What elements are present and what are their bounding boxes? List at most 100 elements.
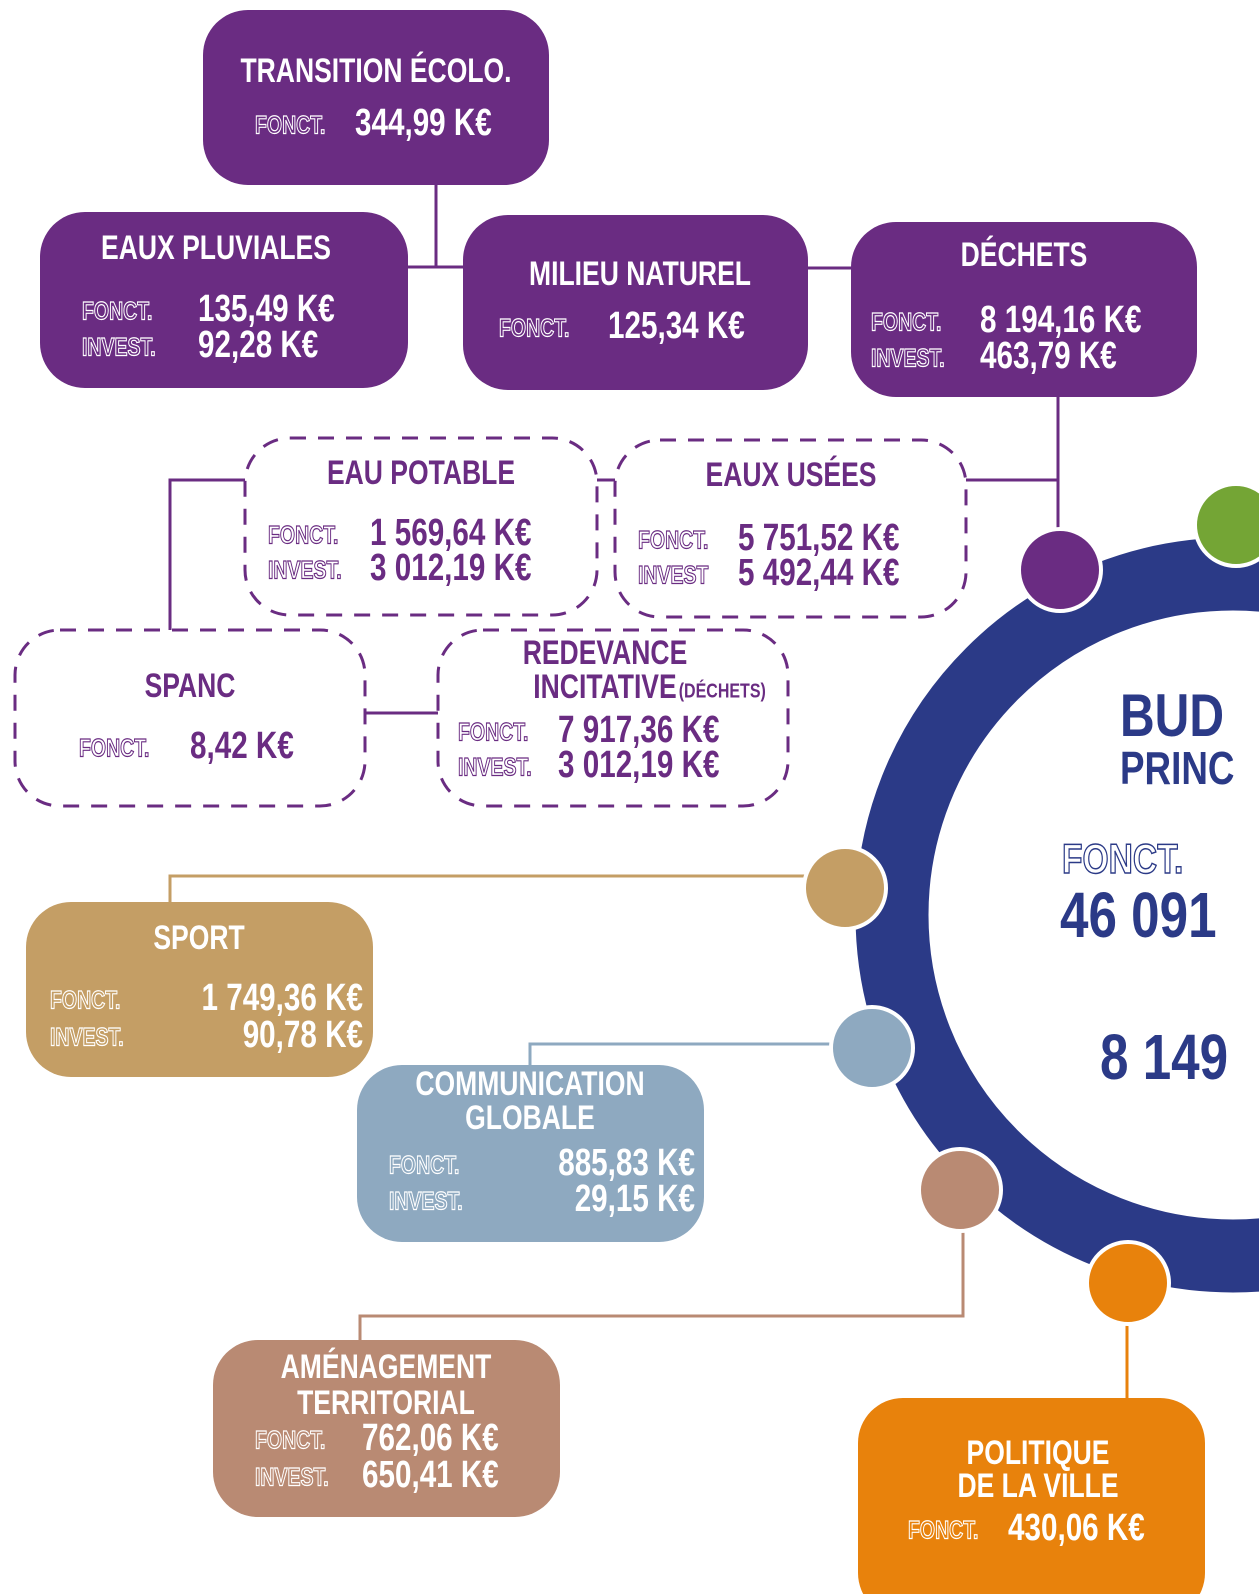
row-label: INVEST.: [871, 345, 945, 373]
row-label: INVEST.: [268, 557, 342, 585]
row-value: 430,06 K€: [1008, 1507, 1145, 1549]
node-title: SPORT: [153, 919, 245, 957]
connector: [408, 185, 851, 270]
center-text: BUD PRINC FONCT. 46 091 8 149: [1060, 682, 1235, 1093]
node-box: [357, 1065, 704, 1242]
dot: [802, 845, 888, 931]
row-value: 344,99 K€: [355, 102, 492, 144]
row-value: 3 012,19 K€: [370, 547, 532, 589]
connector: [528, 1042, 833, 1065]
row-value: 3 012,19 K€: [558, 744, 720, 786]
node: SPORT FONCT. 1 749,36 K€ INVEST. 90,78 K€: [26, 902, 373, 1077]
node-title: AMÉNAGEMENT: [281, 1348, 492, 1386]
main-ring: [855, 537, 1259, 1293]
node-title: EAUX USÉES: [706, 456, 877, 494]
row-value: 8,42 K€: [190, 725, 294, 767]
node-title: COMMUNICATION: [415, 1065, 644, 1103]
node-box: [213, 1340, 560, 1517]
center-value: 8 149: [1100, 1021, 1228, 1093]
row-label: INVEST.: [458, 754, 532, 782]
row-label: FONCT.: [82, 298, 152, 326]
node-title: EAUX PLUVIALES: [101, 229, 331, 267]
connectors: [168, 185, 1129, 1398]
dot: [917, 1147, 1003, 1233]
ring-dots: [802, 482, 1259, 1326]
row-label: FONCT.: [499, 315, 569, 343]
node-title: GLOBALE: [465, 1099, 595, 1137]
node-box: [613, 438, 968, 619]
row-value: 135,49 K€: [198, 288, 335, 330]
row-value: 92,28 K€: [198, 324, 318, 366]
node-title: EAU POTABLE: [327, 454, 515, 492]
node-title: TERRITORIAL: [297, 1384, 475, 1422]
row-label: INVEST.: [255, 1464, 329, 1492]
row-value: 29,15 K€: [575, 1178, 695, 1220]
row-label: FONCT.: [389, 1152, 459, 1180]
node-title: REDEVANCE: [523, 634, 688, 672]
row-value: 125,34 K€: [608, 305, 745, 347]
connector: [168, 397, 1060, 715]
row-label: FONCT.: [268, 522, 338, 550]
dot: [829, 1005, 915, 1091]
row-label: FONCT.: [255, 112, 325, 140]
node-title: DE LA VILLE: [957, 1467, 1118, 1505]
node: EAUX PLUVIALES FONCT. 135,49 K€ INVEST. 92,2…: [40, 212, 408, 388]
node-box: [26, 902, 373, 1077]
row-label: FONCT.: [50, 987, 120, 1015]
row-label: INVEST.: [82, 334, 156, 362]
nodes: TRANSITION ÉCOLO. FONCT. 344,99 K€ EAUX PLU…: [13, 10, 1205, 1594]
node-title: POLITIQUE: [967, 1434, 1110, 1472]
node-title: DÉCHETS: [961, 236, 1088, 274]
node-box: [40, 212, 408, 388]
node-box: [203, 10, 549, 185]
node-title: MILIEU NATUREL: [529, 255, 751, 293]
row-label: FONCT.: [908, 1517, 978, 1545]
row-value: 1 749,36 K€: [201, 977, 363, 1019]
row-label: INVEST: [638, 562, 708, 590]
connector: [358, 1230, 965, 1340]
row-label: FONCT.: [79, 735, 149, 763]
row-label: FONCT.: [458, 719, 528, 747]
node-title: SPANC: [145, 667, 236, 705]
node: TRANSITION ÉCOLO. FONCT. 344,99 K€: [203, 10, 549, 185]
node-box: [858, 1398, 1205, 1594]
row-value: 463,79 K€: [980, 335, 1117, 377]
row-value: 650,41 K€: [362, 1454, 499, 1496]
center-label: FONCT.: [1062, 835, 1183, 882]
row-value: 1 569,64 K€: [370, 512, 532, 554]
row-label: FONCT.: [255, 1427, 325, 1455]
row-value: 7 917,36 K€: [558, 709, 720, 751]
node: SPANC FONCT. 8,42 K€: [13, 628, 367, 808]
connector: [168, 874, 805, 902]
row-value: 8 194,16 K€: [980, 299, 1142, 341]
node-box: [851, 222, 1197, 397]
node: EAU POTABLE FONCT. 1 569,64 K€ INVEST. 3 012…: [243, 436, 599, 617]
node-title: TRANSITION ÉCOLO.: [240, 52, 511, 90]
dot: [1017, 527, 1103, 613]
row-label: FONCT.: [638, 527, 708, 555]
node: EAUX USÉES FONCT. 5 751,52 K€ INVEST 5 492,4…: [613, 438, 968, 619]
row-value: 5 751,52 K€: [738, 517, 900, 559]
node-box: [436, 628, 790, 808]
row-value: 885,83 K€: [558, 1142, 695, 1184]
row-label: INVEST.: [389, 1188, 463, 1216]
node-title: INCITATIVE: [533, 668, 676, 706]
row-label: INVEST.: [50, 1024, 124, 1052]
center-value: 46 091: [1060, 879, 1217, 951]
dot: [1193, 482, 1259, 568]
row-label: FONCT.: [871, 309, 941, 337]
row-value: 5 492,44 K€: [738, 552, 900, 594]
node-box: [13, 628, 367, 808]
node-title-suffix: (DÉCHETS): [679, 679, 766, 702]
center-title: BUD: [1120, 682, 1224, 749]
row-value: 762,06 K€: [362, 1417, 499, 1459]
node-box: [243, 436, 599, 617]
node: DÉCHETS FONCT. 8 194,16 K€ INVEST. 463,79 K€: [851, 222, 1197, 397]
node-box: [463, 215, 808, 390]
